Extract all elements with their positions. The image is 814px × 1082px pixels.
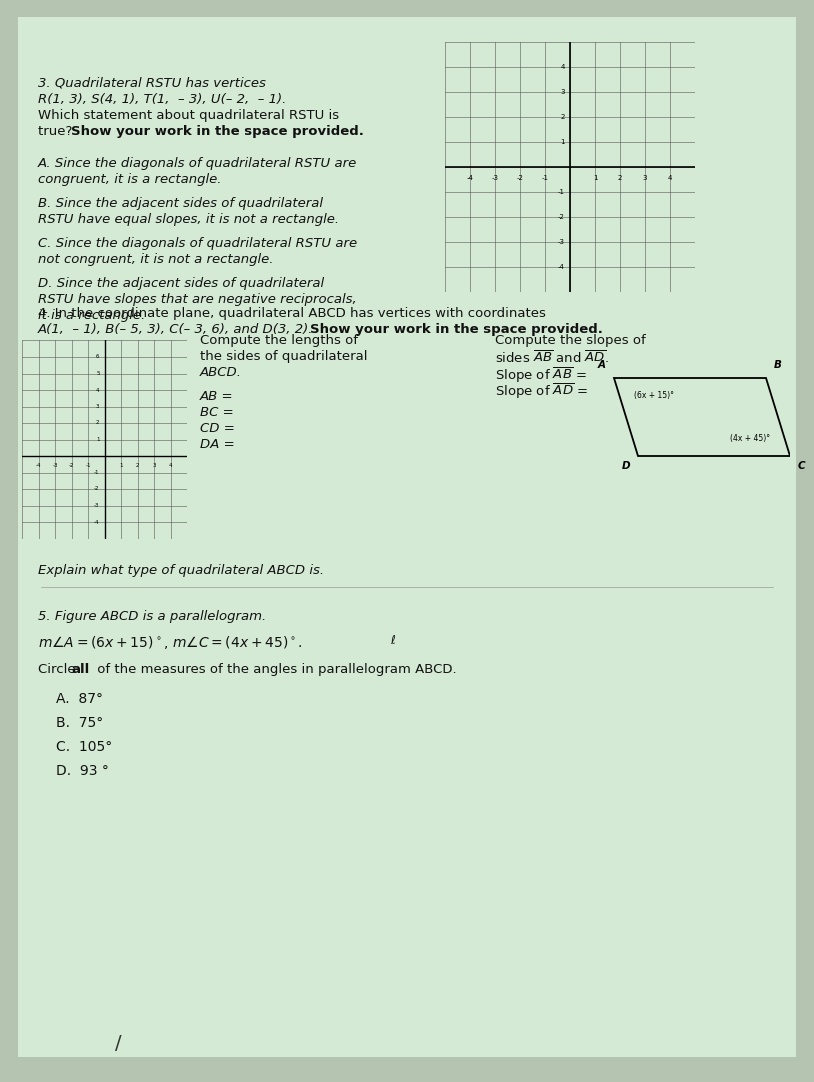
- Text: sides $\overline{AB}$ and $\overline{AD}$.: sides $\overline{AB}$ and $\overline{AD}…: [495, 349, 609, 367]
- Text: Which statement about quadrilateral RSTU is: Which statement about quadrilateral RSTU…: [38, 109, 339, 122]
- Text: A: A: [598, 360, 606, 370]
- Text: -1: -1: [85, 463, 90, 469]
- Text: D: D: [621, 461, 630, 471]
- Text: 3: 3: [96, 404, 99, 409]
- Text: -1: -1: [541, 174, 549, 181]
- Text: -1: -1: [558, 189, 565, 195]
- Text: -4: -4: [94, 519, 99, 525]
- Text: -4: -4: [558, 264, 565, 270]
- Text: D.  93 °: D. 93 °: [56, 764, 109, 778]
- Text: -2: -2: [68, 463, 74, 469]
- Text: true?: true?: [38, 126, 77, 138]
- Text: BC =: BC =: [200, 406, 234, 419]
- Text: -2: -2: [517, 174, 523, 181]
- Text: RSTU have slopes that are negative reciprocals,: RSTU have slopes that are negative recip…: [38, 293, 357, 306]
- Text: it is a rectangle.: it is a rectangle.: [38, 309, 145, 322]
- Text: D. Since the adjacent sides of quadrilateral: D. Since the adjacent sides of quadrilat…: [38, 277, 324, 290]
- Text: 2: 2: [96, 421, 99, 425]
- Text: 5. Figure ABCD is a parallelogram.: 5. Figure ABCD is a parallelogram.: [38, 610, 266, 623]
- Text: not congruent, it is not a rectangle.: not congruent, it is not a rectangle.: [38, 253, 274, 266]
- Text: 3: 3: [561, 89, 565, 95]
- Text: Circle: Circle: [38, 663, 80, 676]
- Text: 1: 1: [561, 138, 565, 145]
- Text: B: B: [774, 360, 782, 370]
- Text: $m\angle A = (6x + 15)^\circ$, $m\angle C = (4x + 45)^\circ$.: $m\angle A = (6x + 15)^\circ$, $m\angle …: [38, 634, 303, 651]
- Text: Slope of $\overline{AB}$ =: Slope of $\overline{AB}$ =: [495, 366, 587, 385]
- Text: ℓ: ℓ: [390, 634, 395, 647]
- Text: Compute the slopes of: Compute the slopes of: [495, 334, 646, 347]
- Text: (4x + 45)°: (4x + 45)°: [730, 434, 770, 443]
- Text: 1: 1: [119, 463, 123, 469]
- Text: AB =: AB =: [200, 390, 234, 403]
- Text: 2: 2: [561, 114, 565, 120]
- Text: 1: 1: [96, 437, 99, 443]
- Text: C: C: [798, 461, 806, 471]
- Text: 4: 4: [96, 387, 99, 393]
- Text: A.  87°: A. 87°: [56, 691, 103, 705]
- Text: the sides of quadrilateral: the sides of quadrilateral: [200, 349, 367, 362]
- Text: -1: -1: [94, 470, 99, 475]
- Text: B.  75°: B. 75°: [56, 715, 103, 729]
- Text: 5: 5: [96, 371, 99, 377]
- Text: 4. In the coordinate plane, quadrilateral ABCD has vertices with coordinates: 4. In the coordinate plane, quadrilatera…: [38, 307, 546, 320]
- Text: 4: 4: [561, 64, 565, 70]
- Text: congruent, it is a rectangle.: congruent, it is a rectangle.: [38, 173, 221, 186]
- Text: -3: -3: [52, 463, 58, 469]
- Text: 3. Quadrilateral RSTU has vertices: 3. Quadrilateral RSTU has vertices: [38, 77, 266, 90]
- Text: 4: 4: [168, 463, 173, 469]
- Text: R(1, 3), S(4, 1), T(1,  – 3), U(– 2,  – 1).: R(1, 3), S(4, 1), T(1, – 3), U(– 2, – 1)…: [38, 93, 287, 106]
- Text: 6: 6: [96, 355, 99, 359]
- Text: B. Since the adjacent sides of quadrilateral: B. Since the adjacent sides of quadrilat…: [38, 197, 323, 210]
- Text: Slope of $\overline{AD}$ =: Slope of $\overline{AD}$ =: [495, 382, 588, 401]
- Text: Show your work in the space provided.: Show your work in the space provided.: [310, 324, 603, 337]
- Text: -3: -3: [94, 503, 99, 509]
- Text: /: /: [115, 1034, 121, 1053]
- Text: 2: 2: [136, 463, 139, 469]
- Text: -4: -4: [466, 174, 474, 181]
- Text: A. Since the diagonals of quadrilateral RSTU are: A. Since the diagonals of quadrilateral …: [38, 157, 357, 170]
- Text: 3: 3: [643, 174, 647, 181]
- Text: 1: 1: [593, 174, 597, 181]
- Text: -2: -2: [94, 487, 99, 491]
- FancyBboxPatch shape: [18, 17, 796, 1057]
- Text: Explain what type of quadrilateral ABCD is.: Explain what type of quadrilateral ABCD …: [38, 564, 324, 577]
- Text: Compute the lengths of: Compute the lengths of: [200, 334, 358, 347]
- Text: (6x + 15)°: (6x + 15)°: [634, 391, 674, 400]
- Text: of the measures of the angles in parallelogram ABCD.: of the measures of the angles in paralle…: [93, 663, 457, 676]
- Text: ABCD.: ABCD.: [200, 366, 242, 379]
- Text: C.  105°: C. 105°: [56, 740, 112, 753]
- Text: -3: -3: [492, 174, 498, 181]
- Text: A(1,  – 1), B(– 5, 3), C(– 3, 6), and D(3, 2).: A(1, – 1), B(– 5, 3), C(– 3, 6), and D(3…: [38, 324, 317, 337]
- Text: -4: -4: [36, 463, 42, 469]
- Text: 2: 2: [618, 174, 622, 181]
- Text: RSTU have equal slopes, it is not a rectangle.: RSTU have equal slopes, it is not a rect…: [38, 213, 339, 226]
- Text: -3: -3: [558, 239, 565, 245]
- Text: all: all: [71, 663, 90, 676]
- Text: C. Since the diagonals of quadrilateral RSTU are: C. Since the diagonals of quadrilateral …: [38, 237, 357, 250]
- Text: DA =: DA =: [200, 438, 234, 451]
- Text: Show your work in the space provided.: Show your work in the space provided.: [71, 126, 364, 138]
- Text: -2: -2: [558, 214, 565, 220]
- Text: 3: 3: [152, 463, 155, 469]
- Text: 4: 4: [667, 174, 672, 181]
- Text: CD =: CD =: [200, 422, 235, 435]
